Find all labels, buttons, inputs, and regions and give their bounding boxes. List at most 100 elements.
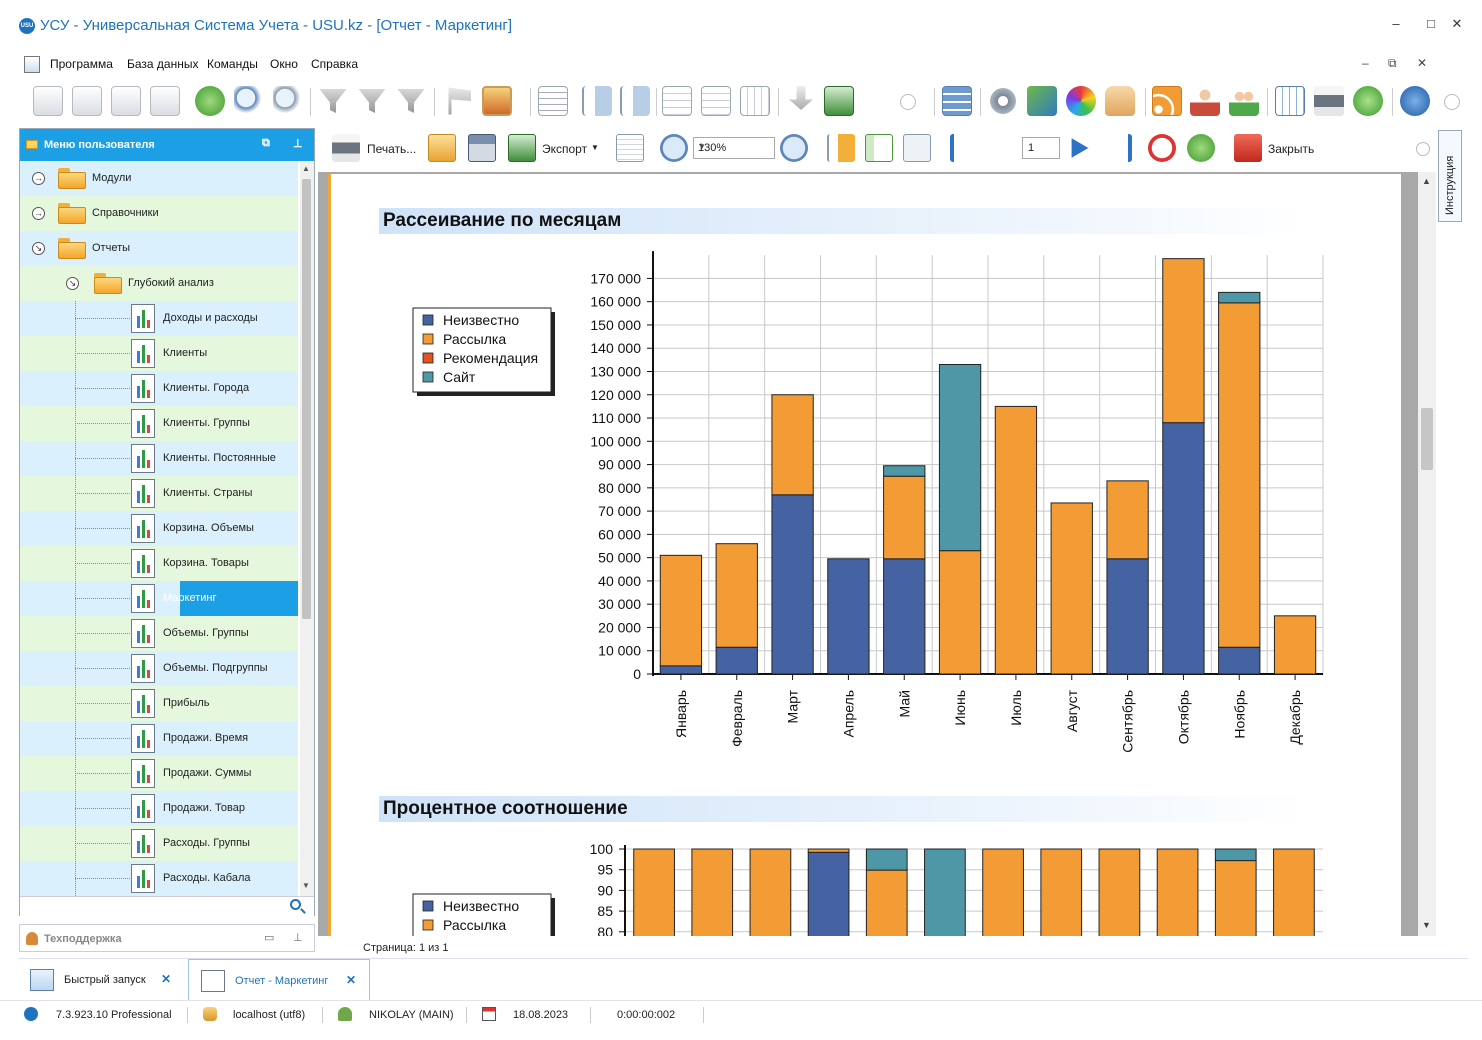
maximize-button[interactable]: □ <box>1427 16 1435 31</box>
delete-record-icon[interactable] <box>150 86 180 116</box>
close-report-icon[interactable] <box>1234 134 1262 162</box>
tree-report-item[interactable]: Продажи. Время <box>20 721 298 756</box>
mdi-restore-button[interactable]: ⧉ <box>1388 56 1397 70</box>
info-icon[interactable] <box>1400 86 1430 116</box>
search-icon[interactable] <box>290 899 301 910</box>
scroll-down-arrow[interactable]: ▼ <box>1422 920 1431 930</box>
close-tab-icon[interactable]: ✕ <box>346 973 357 987</box>
menu-help[interactable]: Справка <box>311 57 359 71</box>
support-panel[interactable]: Техподдержка ▭ ⊥ <box>19 924 315 952</box>
grid-icon[interactable] <box>740 86 770 116</box>
mdi-close-button[interactable]: ✕ <box>1417 56 1428 70</box>
close-report-button[interactable]: Закрыть <box>1268 142 1315 156</box>
tab-report-marketing[interactable]: Отчет - Маркетинг ✕ <box>188 959 370 1001</box>
tree-report-item[interactable]: Продажи. Суммы <box>20 756 298 791</box>
color-palette-icon[interactable] <box>1066 86 1096 116</box>
open-folder-icon[interactable] <box>428 134 456 162</box>
print-button[interactable]: Печать... <box>367 142 417 156</box>
user-admin-icon[interactable] <box>1190 86 1220 116</box>
tree-folder[interactable]: → Модули <box>20 161 298 196</box>
clear-filter-icon[interactable] <box>397 89 425 113</box>
tree-report-item[interactable]: Корзина. Объемы <box>20 511 298 546</box>
filter-icon[interactable] <box>319 89 347 113</box>
tree-report-item[interactable]: Клиенты. Города <box>20 371 298 406</box>
tree-report-item[interactable]: Прибыль <box>20 686 298 721</box>
forward-icon[interactable] <box>1353 86 1383 116</box>
pin-panel-button[interactable]: ⊥ <box>293 138 303 150</box>
list-view-icon[interactable] <box>942 86 972 116</box>
tree-report-item[interactable]: Клиенты. Страны <box>20 476 298 511</box>
refresh-icon[interactable] <box>195 86 225 116</box>
toolbar-options-icon[interactable] <box>900 94 916 110</box>
scroll-down-arrow[interactable]: ▼ <box>302 881 310 890</box>
close-window-button[interactable]: ✕ <box>1451 16 1463 31</box>
minimize-button[interactable]: – <box>1392 16 1400 31</box>
edit-record-icon[interactable] <box>111 86 141 116</box>
tree-search-bar[interactable] <box>20 896 314 916</box>
map-icon[interactable] <box>1027 86 1057 116</box>
instruction-side-tab[interactable]: Инструкция <box>1438 130 1462 222</box>
first-page-icon[interactable] <box>950 134 978 162</box>
export-dropdown-arrow[interactable]: ▼ <box>591 143 599 152</box>
report-scrollbar[interactable]: ▲ ▼ <box>1418 172 1436 936</box>
menu-window[interactable]: Окно <box>270 57 298 71</box>
tree-scrollbar[interactable]: ▲ ▼ <box>300 161 314 896</box>
export-button[interactable]: Экспорт <box>542 142 588 156</box>
excel-export-icon[interactable] <box>824 86 854 116</box>
tree-report-item[interactable]: Расходы. Группы <box>20 826 298 861</box>
close-tab-icon[interactable]: ✕ <box>161 972 172 986</box>
form-view-icon[interactable] <box>538 86 568 116</box>
tab-quick-launch[interactable]: Быстрый запуск ✕ <box>18 959 186 1001</box>
tree-collapse-icon[interactable] <box>620 86 650 116</box>
tree-report-item[interactable]: Маркетинг <box>20 581 298 616</box>
zoom-select[interactable]: 130% ▼ <box>693 137 775 159</box>
tree-folder[interactable]: ↘ Отчеты <box>20 231 298 266</box>
image-icon[interactable] <box>482 86 512 116</box>
collapse-toggle-icon[interactable]: ↘ <box>66 277 79 290</box>
search-icon[interactable] <box>234 86 264 116</box>
pin-panel-button[interactable]: ⊥ <box>293 932 303 944</box>
column-width-icon[interactable] <box>701 86 731 116</box>
scrollbar-thumb[interactable] <box>1421 408 1433 470</box>
chevron-down-icon[interactable]: ▼ <box>698 142 706 151</box>
tree-report-item[interactable]: Расходы. Кабала <box>20 861 298 896</box>
tree-folder[interactable]: ↘ Глубокий анализ <box>20 266 298 301</box>
add-record-icon[interactable] <box>33 86 63 116</box>
expand-toggle-icon[interactable]: → <box>32 207 45 220</box>
toolbar-options-icon[interactable] <box>1416 142 1430 156</box>
tree-folder[interactable]: → Справочники <box>20 196 298 231</box>
users-group-icon[interactable] <box>1229 86 1259 116</box>
scroll-up-arrow[interactable]: ▲ <box>1422 176 1431 186</box>
clock-icon[interactable] <box>1148 134 1176 162</box>
last-page-icon[interactable] <box>1104 134 1132 162</box>
import-icon[interactable] <box>789 86 813 110</box>
toolbar-options-icon[interactable] <box>1444 94 1460 110</box>
expand-toggle-icon[interactable]: → <box>32 172 45 185</box>
page-setup-icon[interactable] <box>616 134 644 162</box>
add-column-icon[interactable] <box>662 86 692 116</box>
copy-record-icon[interactable] <box>72 86 102 116</box>
hand-icon[interactable] <box>1105 86 1135 116</box>
collapse-toggle-icon[interactable]: ↘ <box>32 242 45 255</box>
excel-icon[interactable] <box>508 134 536 162</box>
tree-report-item[interactable]: Продажи. Товар <box>20 791 298 826</box>
float-panel-button[interactable]: ⧉ <box>262 137 270 149</box>
tree-report-item[interactable]: Корзина. Товары <box>20 546 298 581</box>
filter-settings-icon[interactable] <box>358 89 386 113</box>
program-menu-icon[interactable] <box>24 56 40 73</box>
print-icon[interactable] <box>1314 86 1344 116</box>
menu-program[interactable]: Программа <box>50 57 113 71</box>
menu-database[interactable]: База данных <box>127 57 199 71</box>
tree-report-item[interactable]: Клиенты. Группы <box>20 406 298 441</box>
minimize-panel-button[interactable]: ▭ <box>264 932 275 944</box>
mdi-minimize-button[interactable]: – <box>1362 56 1369 70</box>
tree-report-item[interactable]: Объемы. Подгруппы <box>20 651 298 686</box>
flag-icon[interactable] <box>448 87 471 115</box>
tree-report-item[interactable]: Объемы. Группы <box>20 616 298 651</box>
menu-commands[interactable]: Команды <box>207 57 258 71</box>
zoom-in-icon[interactable] <box>660 134 688 162</box>
refresh-icon[interactable] <box>1187 134 1215 162</box>
zoom-out-icon[interactable] <box>780 134 808 162</box>
tree-expand-icon[interactable] <box>582 86 612 116</box>
scrollbar-thumb[interactable] <box>302 179 311 619</box>
